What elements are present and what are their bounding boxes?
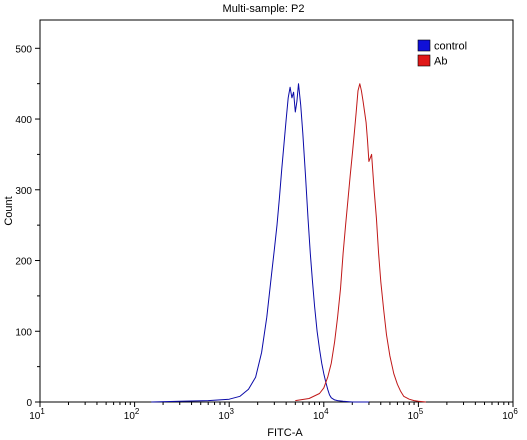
x-tick-label: 103: [218, 407, 234, 422]
y-tick-label: 200: [15, 257, 32, 268]
y-axis-label: Count: [3, 196, 15, 225]
legend-label-control: control: [434, 41, 467, 53]
x-axis: 101 102 103 104 105 106: [29, 402, 518, 422]
x-tick-label: 104: [313, 407, 329, 422]
y-tick-label: 100: [15, 327, 32, 338]
legend-label-ab: Ab: [434, 56, 447, 68]
x-axis-label: FITC-A: [267, 427, 303, 439]
legend: control Ab: [417, 39, 467, 68]
x-tick-label: 106: [502, 407, 518, 422]
x-tick-label: 102: [124, 407, 140, 422]
y-tick-label: 0: [26, 398, 32, 409]
series-lines: [151, 83, 426, 403]
legend-swatch-control: [417, 39, 431, 52]
chart-title: Multi-sample: P2: [223, 3, 305, 15]
series-line-control: [151, 83, 369, 403]
x-tick-label: 101: [29, 407, 45, 422]
legend-swatch-ab: [417, 54, 431, 67]
y-axis: 0 100 200 300 400 500: [15, 44, 40, 409]
x-tick-label: 105: [408, 407, 424, 422]
y-tick-label: 500: [15, 44, 32, 55]
y-tick-label: 300: [15, 186, 32, 197]
series-line-ab: [295, 83, 426, 403]
plot-area-frame: [39, 19, 514, 403]
y-tick-label: 400: [15, 115, 32, 126]
